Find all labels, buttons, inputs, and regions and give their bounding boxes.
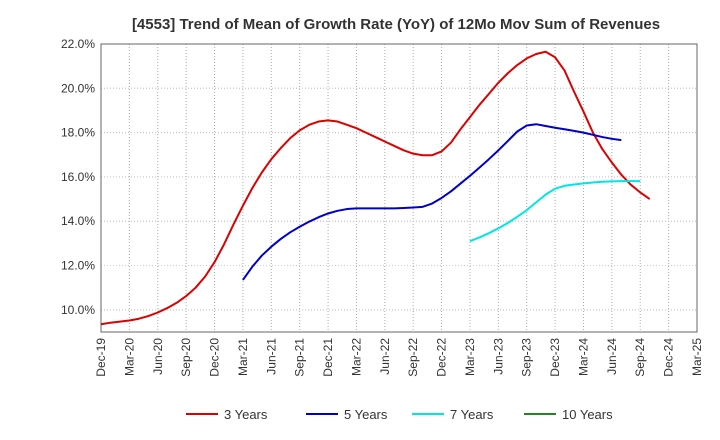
x-tick-label: Sep-21 [293,338,307,377]
x-tick-label: Jun-24 [605,338,619,375]
x-tick-label: Mar-21 [236,338,250,376]
x-tick-label: Dec-23 [548,338,562,377]
x-axis: Dec-19 Mar-20 Jun-20 Sep-20 Dec-20 Mar-21 Jun-… [94,338,704,377]
x-tick-label: Sep-20 [179,338,193,377]
x-tick-label: Jun-20 [151,338,165,375]
x-tick-label: Dec-22 [435,338,449,377]
x-tick-label: Mar-20 [122,338,136,376]
x-tick-label: Sep-24 [633,338,647,377]
legend-label: 7 Years [450,407,494,422]
y-tick-label: 18.0% [61,126,95,140]
legend-label: 5 Years [344,407,388,422]
series-line-7-years [469,180,641,243]
legend-label: 3 Years [224,407,268,422]
x-tick-label: Sep-23 [520,338,534,377]
x-tick-label: Mar-24 [576,338,590,376]
series-line-5-years [242,123,622,281]
series-group [100,50,651,326]
series-line-3-years [100,50,651,326]
legend-label: 10 Years [562,407,613,422]
y-tick-label: 14.0% [61,214,95,228]
x-tick-label: Dec-20 [208,338,222,377]
x-tick-label: Mar-25 [690,338,704,376]
y-tick-label: 12.0% [61,259,95,273]
x-tick-label: Dec-21 [321,338,335,377]
y-tick-label: 16.0% [61,170,95,184]
y-tick-label: 20.0% [61,81,95,95]
x-tick-label: Dec-19 [94,338,108,377]
legend: 3 Years 5 Years 7 Years 10 Years [186,407,613,422]
y-tick-label: 22.0% [61,37,95,51]
x-tick-label: Mar-23 [463,338,477,376]
x-tick-label: Sep-22 [406,338,420,377]
y-tick-label: 10.0% [61,303,95,317]
plot-area [100,43,698,333]
x-tick-label: Jun-23 [491,338,505,375]
chart-title: [4553] Trend of Mean of Growth Rate (YoY… [132,16,660,33]
grid [101,44,697,332]
x-tick-label: Mar-22 [349,338,363,376]
y-axis: 10.0% 12.0% 14.0% 16.0% 18.0% 20.0% 22.0% [61,37,95,317]
x-tick-label: Dec-24 [662,338,676,377]
x-tick-label: Jun-21 [264,338,278,375]
x-tick-label: Jun-22 [378,338,392,375]
